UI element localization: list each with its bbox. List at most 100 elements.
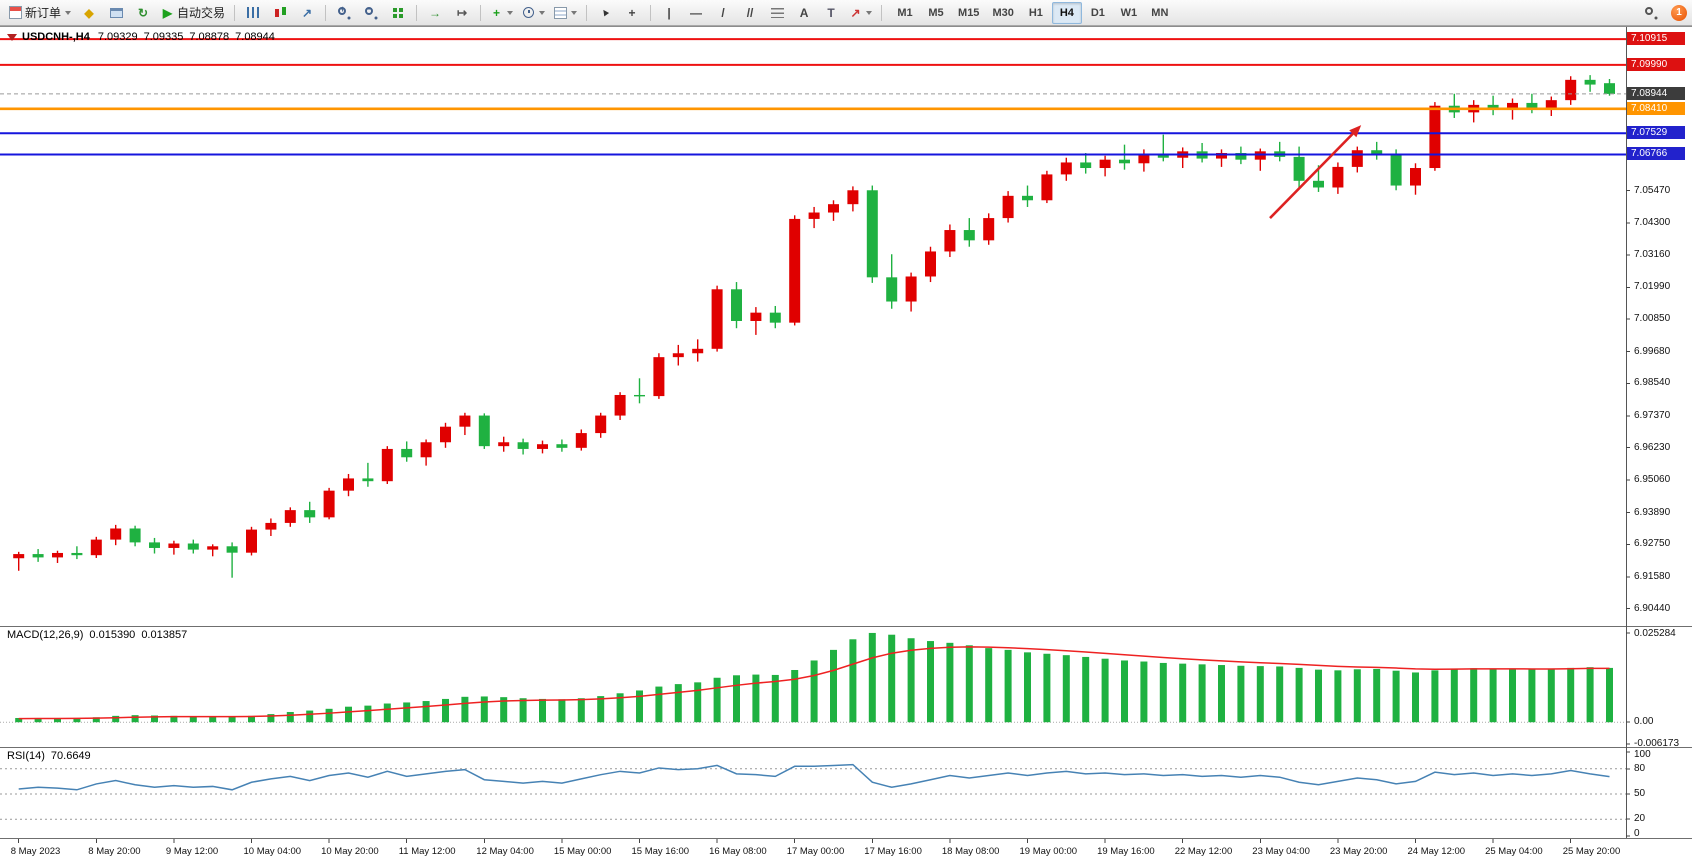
candle [187, 539, 199, 554]
text-tool-button[interactable]: A [791, 2, 817, 24]
timeframe-group: M1 M5 M15 M30 H1 H4 D1 W1 MN [890, 1, 1175, 24]
candle [750, 307, 762, 335]
chart-shift-button[interactable]: ↦ [449, 2, 475, 24]
time-scale[interactable] [0, 839, 1626, 861]
price-scale[interactable] [1627, 26, 1692, 861]
toolbar-separator [325, 4, 327, 21]
candle [886, 254, 898, 309]
new-order-label: 新订单 [25, 6, 62, 20]
candle [692, 339, 704, 362]
candle [1332, 162, 1344, 194]
autotrading-icon: ▶ [162, 5, 173, 20]
candle [634, 378, 645, 404]
charts-window-button[interactable] [103, 2, 129, 24]
autotrading-button[interactable]: ▶ 自动交易 [157, 2, 229, 24]
indicators-button[interactable]: + [486, 2, 517, 24]
search-icon [1644, 6, 1658, 20]
candle [129, 525, 141, 547]
bar-chart-button[interactable] [240, 2, 266, 24]
candle [110, 524, 122, 546]
zoom-in-button[interactable] [331, 2, 357, 24]
candle [246, 526, 257, 556]
candle [401, 441, 413, 462]
tile-windows-button[interactable] [385, 2, 411, 24]
toolbar-separator [234, 4, 236, 21]
new-order-button[interactable]: 新订单 [5, 2, 75, 24]
candle [731, 282, 742, 329]
candle [362, 462, 374, 487]
candle [381, 446, 393, 484]
candle [265, 518, 277, 536]
cursor-icon: ▲ [597, 4, 612, 20]
horizontal-line-tool-button[interactable]: — [683, 2, 709, 24]
timeframe-h1-button[interactable]: H1 [1028, 6, 1043, 19]
candle [168, 540, 180, 555]
arrows-tool-button[interactable]: ↗ [845, 2, 876, 24]
candle [1604, 79, 1615, 96]
line-icon: ↗ [302, 5, 313, 20]
vertical-line-tool-button[interactable]: | [656, 2, 682, 24]
timeframe-mn-button[interactable]: MN [1151, 6, 1169, 19]
timeframe-m15-button[interactable]: M15 [958, 6, 980, 19]
bars-icon [246, 7, 260, 18]
candle [537, 440, 548, 454]
timeframe-m30-button[interactable]: M30 [992, 6, 1014, 19]
dropdown-caret-icon [866, 10, 873, 15]
candle [1022, 185, 1033, 207]
candle [1177, 147, 1189, 169]
trendline-icon: / [721, 5, 725, 20]
candle [789, 215, 801, 326]
candle [653, 353, 665, 399]
refresh-button[interactable]: ↻ [130, 2, 156, 24]
label-icon: T [827, 5, 835, 20]
candle [769, 305, 781, 329]
toolbar-separator [881, 4, 883, 21]
zoom-out-icon [364, 5, 378, 20]
trend-arrow-object[interactable] [1269, 125, 1362, 219]
notifications-button[interactable]: 1 [1671, 4, 1687, 21]
candle [1429, 102, 1441, 171]
zoom-out-button[interactable] [358, 2, 384, 24]
candle [1157, 134, 1169, 162]
candle [149, 537, 160, 554]
macd-signal-line [18, 646, 1610, 720]
cursor-button[interactable]: ▲ [592, 2, 618, 24]
candle [498, 436, 510, 452]
candle [323, 487, 335, 520]
candle [1254, 148, 1266, 171]
candle [517, 438, 529, 455]
trendline-tool-button[interactable]: / [710, 2, 736, 24]
auto-scroll-button[interactable]: → [422, 2, 448, 24]
templates-button[interactable] [550, 2, 581, 24]
timeframe-d1-button[interactable]: D1 [1090, 6, 1105, 19]
candles-icon [274, 6, 287, 19]
candle [711, 285, 723, 352]
candlestick-chart-button[interactable] [267, 2, 293, 24]
timeframe-m5-button[interactable]: M5 [928, 6, 944, 19]
candle [1041, 170, 1053, 204]
candle [575, 429, 587, 451]
dropdown-caret-icon [65, 10, 72, 15]
periods-button[interactable] [518, 2, 549, 24]
auto-scroll-icon: → [429, 5, 442, 20]
candle [1468, 100, 1480, 123]
search-button[interactable] [1638, 2, 1664, 24]
timeframe-w1-button[interactable]: W1 [1120, 6, 1138, 19]
equidistant-channel-tool-button[interactable]: // [737, 2, 763, 24]
metaeditor-button[interactable]: ◆ [76, 2, 102, 24]
fibonacci-tool-button[interactable] [764, 2, 790, 24]
toolbar-separator [650, 4, 652, 21]
text-label-tool-button[interactable]: T [818, 2, 844, 24]
timeframe-m1-button[interactable]: M1 [897, 6, 913, 19]
template-icon [554, 6, 568, 19]
candle [828, 200, 839, 221]
candle [1351, 146, 1363, 173]
candle [1371, 141, 1383, 160]
crosshair-button[interactable]: + [619, 2, 645, 24]
candle [1060, 157, 1072, 181]
fibo-icon [770, 7, 784, 18]
line-chart-button[interactable]: ↗ [294, 2, 320, 24]
candle [478, 413, 490, 449]
candle [284, 507, 296, 527]
timeframe-h4-button[interactable]: H4 [1051, 1, 1082, 24]
